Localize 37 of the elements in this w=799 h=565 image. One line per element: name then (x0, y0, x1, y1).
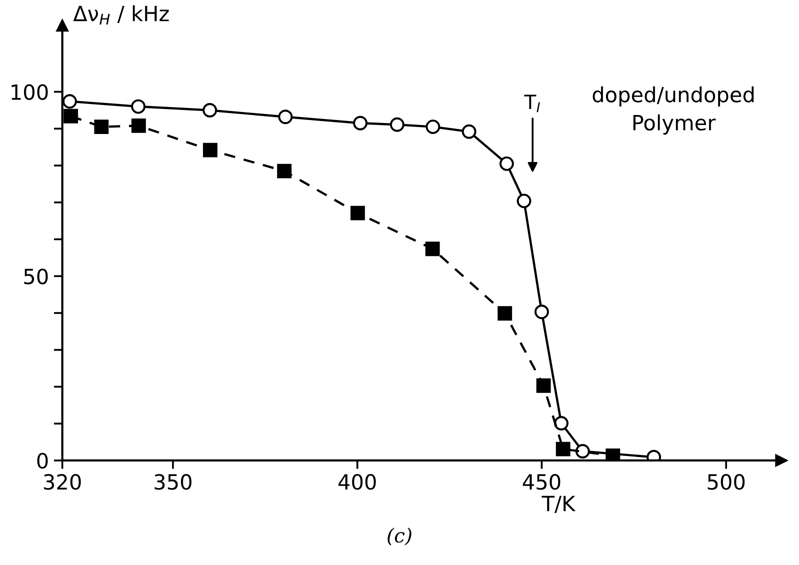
text: (c) (388, 528, 412, 546)
point (350, 206, 365, 220)
annotation: doped/undoped Polymer (592, 86, 754, 135)
point (64, 108, 78, 124)
point (390, 117, 404, 132)
point (534, 304, 549, 320)
point (425, 242, 440, 256)
y-axis-title: Δν$_{H}$ / kHz (73, 5, 169, 25)
point (62, 94, 77, 109)
point (94, 120, 109, 134)
x-tick-label: 450 (522, 474, 560, 490)
point (606, 448, 620, 460)
y-tick-label: 50 (24, 268, 48, 284)
point (536, 378, 551, 393)
x-tick-label: 350 (154, 474, 192, 490)
point (426, 120, 440, 134)
y-tick-label: 0 (37, 452, 48, 469)
x-axis-title: T/K (542, 496, 576, 514)
point (202, 142, 218, 158)
x-tick-label: 320 (44, 474, 81, 490)
point (202, 103, 218, 118)
x-tick-label: 400 (338, 474, 376, 490)
point (498, 306, 512, 321)
y-tick-label: 100 (12, 84, 48, 100)
point (556, 442, 570, 456)
annotation: T$_{I}$ (524, 94, 540, 112)
point (277, 164, 292, 178)
point (131, 99, 146, 114)
x-tick-label: 500 (708, 474, 745, 490)
point (131, 118, 146, 133)
point (278, 110, 293, 124)
point (516, 194, 532, 208)
point (462, 124, 476, 139)
point (554, 416, 568, 430)
point (353, 116, 368, 130)
point (575, 444, 590, 458)
point (499, 156, 514, 171)
